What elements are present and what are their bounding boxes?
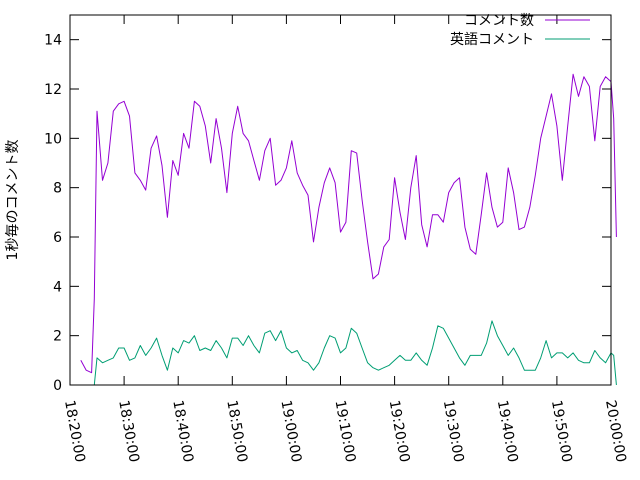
y-tick-label: 0 (53, 378, 62, 394)
y-tick-label: 14 (44, 33, 62, 49)
x-tick-label: 18:30:00 (115, 399, 142, 464)
y-axis-label: 1秒毎のコメント数 (5, 140, 21, 261)
x-tick-label: 19:30:00 (440, 399, 467, 464)
axis-ticks: 0 2 4 6 8 10 12 14 18:20:00 18:30:00 18:40:00 18:50… (44, 15, 629, 464)
x-tick-label: 20:00:00 (602, 399, 629, 464)
y-tick-label: 10 (44, 131, 62, 147)
x-tick-label: 18:50:00 (223, 399, 250, 464)
y-tick-label: 2 (53, 329, 62, 345)
x-tick-label: 19:50:00 (548, 399, 575, 464)
x-tick-label: 19:10:00 (332, 399, 359, 464)
plot-frame (69, 14, 612, 386)
x-tick-label: 19:20:00 (386, 399, 413, 464)
series-lines (80, 73, 617, 386)
legend-label-1: 英語コメント (450, 31, 534, 48)
x-tick-label: 19:00:00 (277, 399, 304, 464)
series-line-0 (80, 73, 617, 374)
x-tick-label: 19:40:00 (494, 399, 521, 464)
y-tick-label: 12 (44, 82, 62, 98)
series-line-1 (93, 320, 617, 386)
y-tick-label: 4 (53, 279, 62, 295)
legend-label-0: コメント数 (464, 13, 534, 29)
x-tick-label: 18:40:00 (169, 399, 196, 464)
x-tick-label: 18:20:00 (61, 399, 88, 464)
y-tick-label: 8 (53, 181, 62, 197)
y-tick-label: 6 (53, 230, 62, 246)
